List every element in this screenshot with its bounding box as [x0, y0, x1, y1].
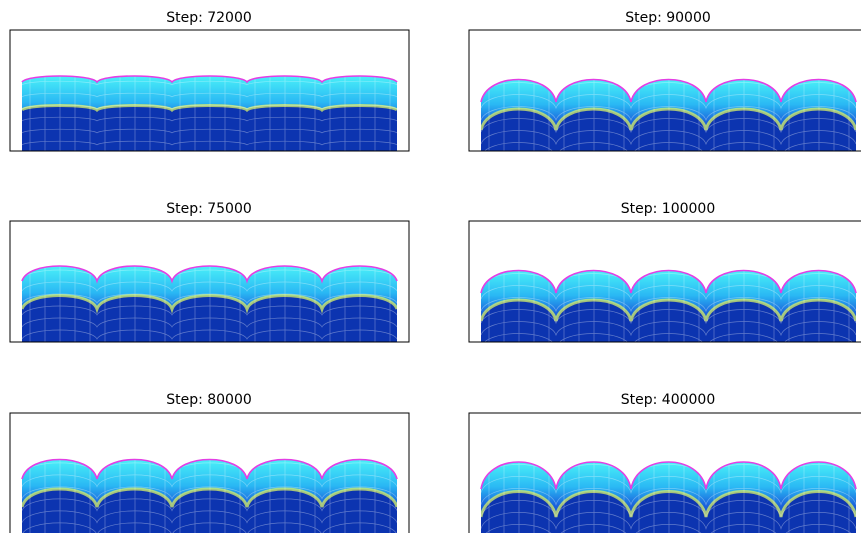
panel-title: Step: 400000 [621, 392, 716, 408]
simulation-image [22, 413, 397, 533]
simulation-image [22, 30, 397, 151]
simulation-image [481, 413, 856, 533]
panel [10, 413, 409, 533]
panel-title: Step: 72000 [166, 10, 252, 26]
panel [469, 30, 861, 168]
simulation-image [22, 221, 397, 351]
lower-band [22, 296, 397, 343]
panel-title: Step: 80000 [166, 392, 252, 408]
panel-title: Step: 75000 [166, 201, 252, 217]
page: Step: 72000 Step: 90000 Step: 75000 Step… [0, 0, 861, 533]
simulation-image [481, 30, 856, 168]
panel [10, 221, 409, 351]
panel [10, 30, 409, 151]
lower-band [22, 106, 397, 152]
figure: Step: 72000 Step: 90000 Step: 75000 Step… [0, 0, 861, 533]
panel [469, 221, 861, 359]
simulation-image [481, 221, 856, 359]
panel-title: Step: 90000 [625, 10, 711, 26]
panel [469, 413, 861, 533]
panel-title: Step: 100000 [621, 201, 716, 217]
